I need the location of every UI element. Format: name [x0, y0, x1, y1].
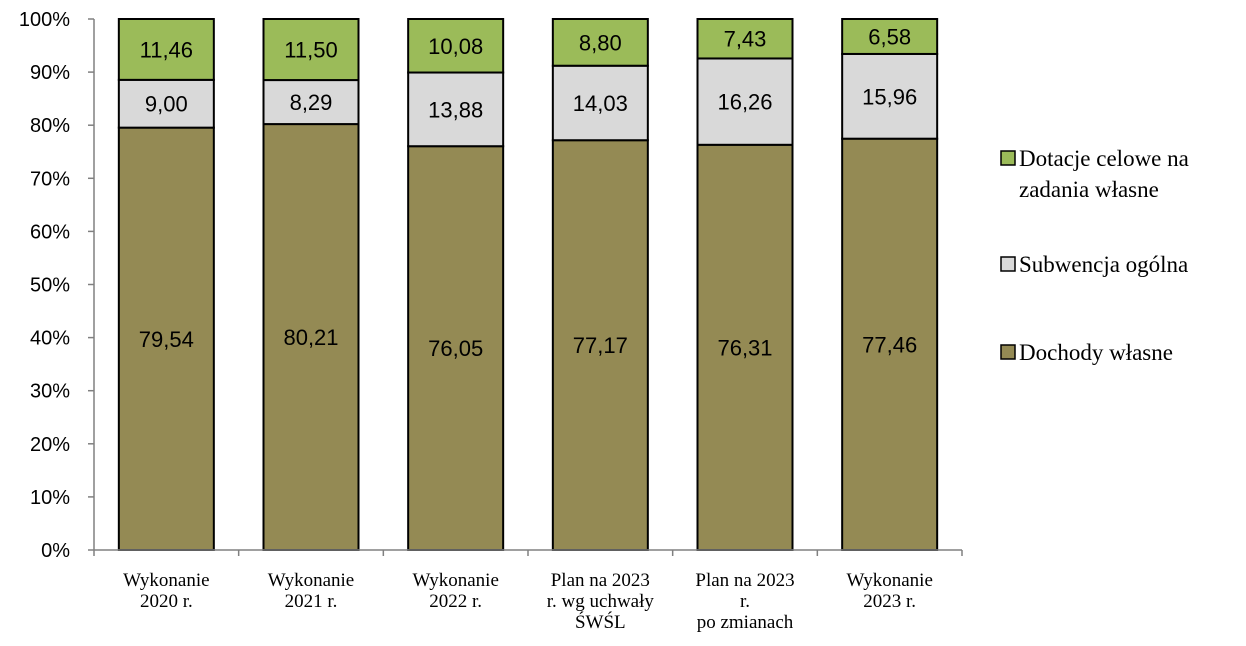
data-label: 7,43	[724, 27, 767, 52]
x-tick-label: Wykonanie	[846, 570, 932, 591]
data-label: 8,29	[290, 90, 333, 115]
bar-segment	[117, 126, 215, 551]
x-tick-label: Wykonanie	[412, 570, 498, 591]
data-label: 77,17	[573, 333, 628, 358]
bar-segment	[551, 18, 649, 67]
bar-segment	[696, 18, 794, 60]
y-tick-label: 100%	[19, 9, 70, 31]
legend-label: Subwencja ogólna	[1019, 252, 1188, 277]
data-label: 15,96	[862, 84, 917, 109]
data-label: 76,05	[428, 336, 483, 361]
data-label: 77,46	[862, 332, 917, 357]
data-label: 80,21	[283, 325, 338, 350]
bar-segment	[262, 18, 360, 82]
bar-segment	[551, 64, 649, 142]
bar-segment	[841, 137, 939, 551]
data-label: 8,80	[579, 30, 622, 55]
legend-swatch	[1000, 256, 1016, 272]
bar-segment	[551, 139, 649, 551]
y-tick-label: 70%	[30, 168, 70, 190]
bar-segment	[841, 18, 939, 55]
x-tick-label: r. wg uchwały	[547, 591, 655, 612]
data-label: 10,08	[428, 34, 483, 59]
data-label: 6,58	[868, 24, 911, 49]
y-tick-label: 90%	[30, 62, 70, 84]
x-tick-label: 2020 r.	[140, 591, 193, 612]
y-tick-label: 0%	[41, 540, 70, 562]
bar-segment	[262, 79, 360, 126]
data-label: 79,54	[139, 327, 194, 352]
legend-label: zadania własne	[1019, 177, 1159, 202]
x-tick-label: ŚWŚL	[575, 611, 626, 633]
x-tick-label: r.	[740, 591, 750, 612]
data-label: 14,03	[573, 91, 628, 116]
bar-segment	[117, 18, 215, 81]
data-label: 9,00	[145, 92, 188, 117]
data-label: 76,31	[717, 335, 772, 360]
y-tick-label: 50%	[30, 275, 70, 297]
y-tick-label: 30%	[30, 381, 70, 403]
data-label: 16,26	[717, 90, 772, 115]
bar-segment	[407, 18, 505, 74]
y-tick-label: 20%	[30, 434, 70, 456]
legend-swatch	[1000, 150, 1016, 166]
y-tick-label: 40%	[30, 328, 70, 350]
y-tick-label: 80%	[30, 115, 70, 137]
legend: Dotacje celowe na zadania własne Subwencja…	[1000, 146, 1189, 365]
x-tick-label: 2022 r.	[429, 591, 482, 612]
data-label: 11,50	[284, 38, 337, 63]
x-tick-label: Wykonanie	[268, 570, 354, 591]
data-label: 13,88	[428, 97, 483, 122]
bar-segment	[407, 145, 505, 551]
x-tick-label: Plan na 2023	[551, 570, 650, 591]
bar-segment	[696, 57, 794, 146]
x-tick-label: 2021 r.	[285, 591, 338, 612]
x-tick-label: Wykonanie	[123, 570, 209, 591]
bar-segment	[407, 71, 505, 148]
y-axis: 0% 10% 20% 30% 40% 50% 60% 70% 80% 90% 100%	[19, 9, 95, 562]
bars: 79,54 9,00 11,46 80,21 8,29 11,50 76,05 13,88 10…	[117, 18, 939, 551]
y-tick-label: 10%	[30, 487, 70, 509]
legend-swatch	[1000, 344, 1016, 360]
x-tick-label: po zmianach	[697, 612, 794, 633]
x-tick-label: Plan na 2023	[695, 570, 794, 591]
data-label: 11,46	[140, 37, 193, 62]
legend-label: Dotacje celowe na	[1019, 146, 1189, 171]
legend-label: Dochody własne	[1019, 340, 1173, 365]
y-tick-label: 60%	[30, 221, 70, 243]
x-tick-label: 2023 r.	[863, 591, 916, 612]
bar-segment	[841, 52, 939, 140]
